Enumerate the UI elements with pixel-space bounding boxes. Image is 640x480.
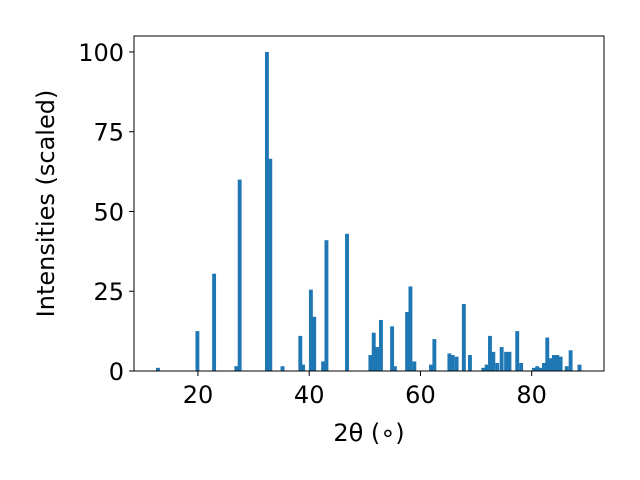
bar	[375, 347, 380, 371]
bar	[155, 367, 160, 371]
bar	[212, 273, 217, 371]
bar	[545, 337, 550, 371]
bar	[264, 51, 269, 371]
bar-series	[155, 51, 582, 371]
x-tick-label: 60	[405, 381, 436, 409]
bar	[541, 363, 546, 371]
y-tick-label: 75	[93, 119, 124, 147]
bar	[312, 316, 317, 371]
bar	[548, 358, 553, 371]
x-axis: 20 40 60 80	[183, 371, 547, 409]
bar	[491, 351, 496, 371]
y-tick-label: 50	[93, 198, 124, 226]
bar	[484, 364, 489, 371]
bar	[564, 366, 569, 371]
bar	[368, 355, 373, 371]
y-axis-label: Intensities (scaled)	[32, 90, 60, 318]
x-tick-label: 20	[183, 381, 214, 409]
bar	[237, 179, 242, 371]
bar	[468, 355, 472, 371]
bar	[324, 240, 329, 371]
bar	[551, 355, 556, 371]
bar	[519, 363, 524, 371]
bar	[531, 367, 536, 371]
bar	[280, 366, 285, 371]
x-axis-label: 2θ (∘)	[333, 419, 404, 447]
bar	[558, 356, 563, 371]
bar	[379, 319, 383, 371]
y-axis: 0 25 50 75 100	[78, 39, 134, 386]
bar	[195, 331, 200, 371]
plot-frame	[133, 35, 605, 372]
bar	[538, 367, 543, 371]
bar	[488, 335, 492, 371]
bar	[429, 364, 433, 371]
y-tick-label: 100	[78, 39, 124, 67]
bar	[345, 233, 349, 371]
bar	[412, 361, 417, 371]
bar	[321, 361, 326, 371]
bar	[301, 364, 306, 371]
bar	[234, 366, 239, 371]
bar	[577, 364, 582, 371]
bar	[450, 355, 455, 371]
bar	[308, 289, 313, 371]
bar	[408, 286, 413, 371]
bar	[555, 355, 560, 371]
bar	[507, 351, 512, 371]
bar	[568, 350, 573, 371]
x-tick-label: 40	[294, 381, 325, 409]
x-tick-label: 80	[516, 381, 547, 409]
bar	[495, 363, 500, 371]
bar	[392, 366, 397, 371]
bar	[405, 311, 410, 371]
bar	[461, 304, 466, 371]
bar	[432, 339, 437, 371]
bar	[504, 351, 509, 371]
bar	[454, 356, 459, 371]
bar	[535, 366, 540, 371]
bar	[481, 367, 486, 371]
y-tick-label: 0	[109, 358, 124, 386]
bar	[298, 335, 303, 371]
bar	[268, 158, 273, 371]
bar	[499, 347, 504, 371]
bar	[390, 326, 395, 371]
bar	[447, 353, 452, 371]
bar	[371, 332, 376, 371]
y-tick-label: 25	[93, 278, 124, 306]
bar	[515, 331, 520, 371]
